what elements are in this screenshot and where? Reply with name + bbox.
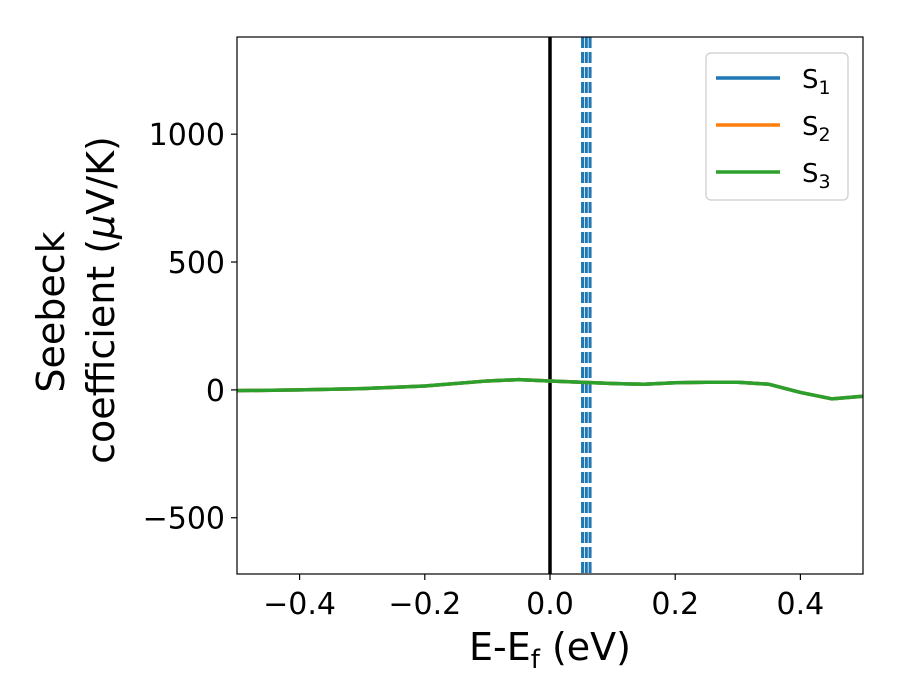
legend-label-1: S1 [802,65,831,99]
x-tick-label: 0.0 [526,587,574,622]
x-tick-label: −0.2 [388,587,461,622]
x-tick-label: −0.4 [263,587,336,622]
legend: S1 S2 S3 [705,52,849,201]
y-axis-title-line1: Seebeck [29,231,73,392]
x-axis-title: E-Ef (eV) [469,625,631,675]
y-tick-label: 0 [206,374,225,409]
x-tick-label: 0.2 [651,587,699,622]
legend-label-3: S3 [802,159,831,193]
legend-label-2: S2 [802,112,831,146]
y-tick-label: −500 [143,502,225,537]
y-tick-label: 1000 [149,118,225,153]
y-tick-label: 500 [168,246,225,281]
series-line-3 [237,377,863,401]
y-axis-title-line2: coefficient (μV/K) [79,136,123,464]
x-tick-label: 0.4 [777,587,825,622]
